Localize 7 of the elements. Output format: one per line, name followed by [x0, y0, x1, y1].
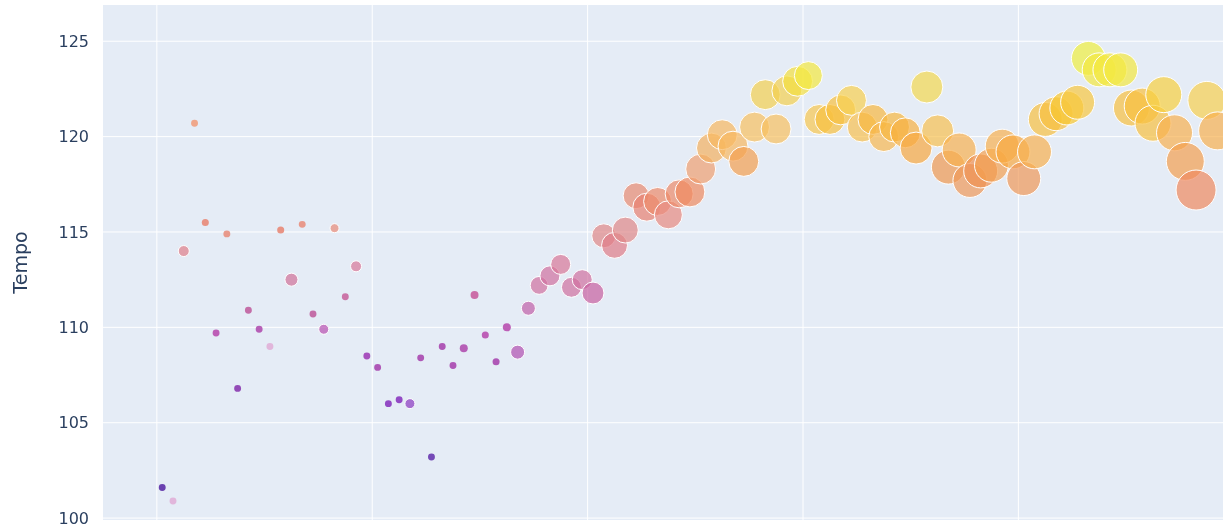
y-tick-label: 115 [58, 222, 89, 242]
y-tick-label: 110 [58, 317, 89, 337]
y-tick-label: 125 [58, 31, 89, 51]
y-tick-label: 100 [58, 508, 89, 526]
y-tick-label: 120 [58, 127, 89, 147]
y-axis-title: Tempo [9, 231, 31, 295]
y-tick-label: 105 [58, 413, 89, 433]
